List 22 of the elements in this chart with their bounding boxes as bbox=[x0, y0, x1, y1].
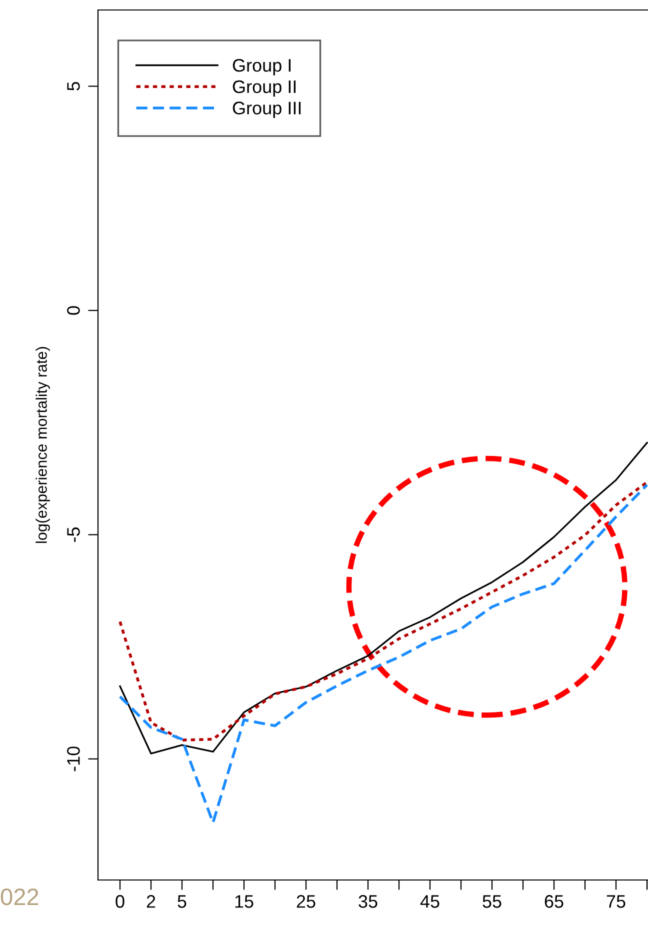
y-tick-label: 0 bbox=[67, 306, 80, 315]
y-tick-label: -5 bbox=[67, 527, 80, 542]
x-tick-label: 15 bbox=[235, 895, 254, 908]
legend-label: Group II bbox=[232, 80, 296, 97]
legend-label: Group III bbox=[232, 102, 301, 118]
x-tick-label: 5 bbox=[178, 895, 186, 908]
y-tick-label: 5 bbox=[67, 82, 80, 91]
x-tick-label: 35 bbox=[358, 895, 378, 908]
text: 022 bbox=[0, 888, 38, 906]
y-axis-title: log(experience mortality rate) bbox=[36, 347, 50, 543]
line-series bbox=[118, 480, 648, 742]
x-tick-label: 0 bbox=[116, 895, 124, 908]
line-series bbox=[119, 442, 648, 754]
x-tick-label: 75 bbox=[606, 895, 626, 908]
x-tick-label: 65 bbox=[544, 895, 564, 908]
x-tick-label: 25 bbox=[296, 895, 316, 908]
legend-label: Group I bbox=[232, 58, 291, 76]
x-tick-label: 45 bbox=[420, 895, 440, 908]
x-tick-label: 2 bbox=[146, 895, 156, 908]
y-tick-label: -10 bbox=[67, 746, 80, 772]
line-series bbox=[118, 484, 648, 824]
x-tick-label: 55 bbox=[482, 895, 502, 908]
